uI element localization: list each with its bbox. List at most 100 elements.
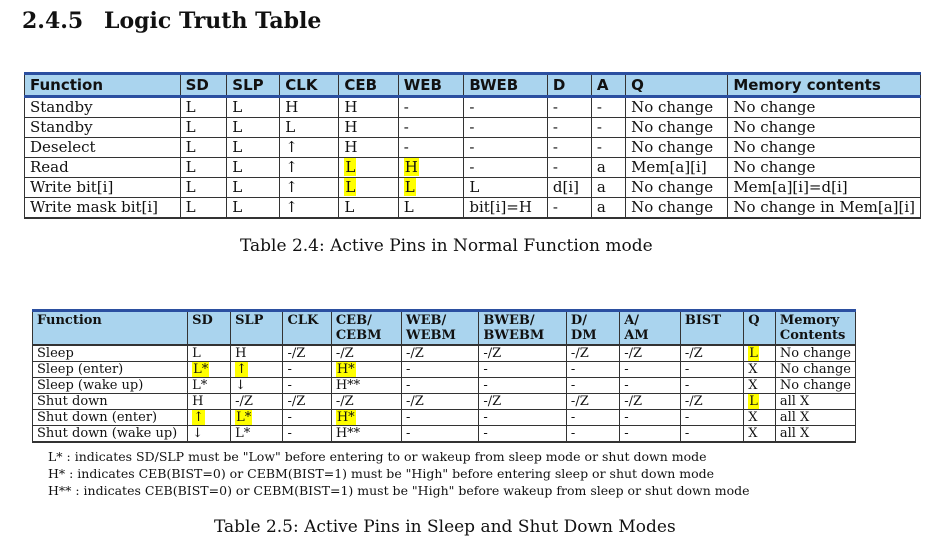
table-cell: L xyxy=(226,197,281,219)
table-cell: L xyxy=(397,197,465,219)
table-cell: a xyxy=(590,157,627,178)
column-header: CEB xyxy=(338,73,399,98)
table-cell: L xyxy=(397,177,465,198)
table-cell: L xyxy=(338,197,399,219)
table-cell: all X xyxy=(774,393,857,410)
table-cell: H** xyxy=(330,425,403,443)
table-cell: L xyxy=(463,177,548,198)
table-cell: - xyxy=(619,409,681,426)
column-header-line: Q xyxy=(748,313,760,328)
table-cell: No change xyxy=(774,361,857,378)
column-header-line: SLP xyxy=(235,313,264,328)
column-header: CLK xyxy=(279,73,340,98)
table-cell: a xyxy=(590,177,627,198)
table-cell: Deselect xyxy=(24,137,181,158)
table-cell: Write bit[i] xyxy=(24,177,181,198)
table-cell: - xyxy=(401,425,480,443)
table-cell: H xyxy=(187,393,232,410)
highlighted-value: L* xyxy=(192,362,210,377)
table-notes: L* : indicates SD/SLP must be "Low" befo… xyxy=(48,448,750,499)
column-header: D xyxy=(546,73,592,98)
table-cell: Read xyxy=(24,157,181,178)
column-header-line: WEB/ xyxy=(406,313,447,328)
table-cell: Standby xyxy=(24,117,181,138)
table-cell: L* xyxy=(230,425,284,443)
column-header: SLP xyxy=(230,310,284,346)
table-cell: L xyxy=(179,137,228,158)
table-cell: - xyxy=(463,137,548,158)
table-cell: ↑ xyxy=(279,197,340,219)
table-cell: L xyxy=(179,177,228,198)
table-row: Standby L L H H - - - - No change No change xyxy=(24,96,921,118)
table-cell: - xyxy=(619,377,681,394)
table-cell: - xyxy=(590,96,627,118)
table-cell: - xyxy=(590,117,627,138)
table-body: Standby L L H H - - - - No change No change Standby… xyxy=(24,96,921,219)
table-row: Deselect L L ↑ H - - - - No change No change xyxy=(24,137,921,158)
table-cell: - xyxy=(590,137,627,158)
table-cell: - xyxy=(565,425,621,443)
table-cell: L xyxy=(743,393,776,410)
table-cell: No change in Mem[a][i] xyxy=(727,197,921,219)
table-cell: - xyxy=(546,157,592,178)
table-cell: X xyxy=(743,409,776,426)
table-cell: H xyxy=(338,96,399,118)
table-cell: L xyxy=(226,137,281,158)
column-header: Memory Contents xyxy=(774,310,857,346)
table-caption: Table 2.5: Active Pins in Sleep and Shut… xyxy=(214,517,676,537)
table-cell: H xyxy=(279,96,340,118)
table-cell: No change xyxy=(727,137,921,158)
table-caption: Table 2.4: Active Pins in Normal Functio… xyxy=(240,236,653,256)
highlighted-value: L xyxy=(344,158,357,176)
table-cell: ↓ xyxy=(187,425,232,443)
table-cell: - xyxy=(397,96,465,118)
table-cell: - xyxy=(679,377,745,394)
table-cell: -/Z xyxy=(401,344,480,362)
column-header: BWEB xyxy=(463,73,548,98)
table-body: Sleep L H -/Z -/Z -/Z -/Z -/Z -/Z -/Z L No change Sl… xyxy=(31,344,857,443)
column-header: BIST xyxy=(679,310,745,346)
table-cell: L xyxy=(179,96,228,118)
table-header: Function SD SLP CLK CEB/CEBM WEB/WEBM BWEB/BWE… xyxy=(31,310,857,346)
table-cell: all X xyxy=(774,425,857,443)
column-header: A xyxy=(590,73,627,98)
table-cell: No change xyxy=(774,377,857,394)
table-cell: ↑ xyxy=(187,409,232,426)
table-cell: - xyxy=(282,361,332,378)
table-cell: - xyxy=(565,377,621,394)
column-header-line: CEB/ xyxy=(335,313,372,328)
table-cell: -/Z xyxy=(330,393,403,410)
column-header: Q xyxy=(743,310,776,346)
table-cell: -/Z xyxy=(565,344,621,362)
highlighted-value: L xyxy=(344,178,357,196)
highlighted-value: ↑ xyxy=(192,410,206,425)
note-line: L* : indicates SD/SLP must be "Low" befo… xyxy=(48,449,707,464)
table-cell: - xyxy=(478,361,567,378)
table-cell: Mem[a][i] xyxy=(625,157,729,178)
table-cell: -/Z xyxy=(282,393,332,410)
table-cell: L xyxy=(226,177,281,198)
table-cell: - xyxy=(478,425,567,443)
column-header: SLP xyxy=(226,73,281,98)
table-row: Sleep (wake up) L* ↓ - H** - - - - - X No change xyxy=(31,377,857,394)
column-header-line: BWEB/ xyxy=(483,313,535,328)
sleep-shutdown-table: Function SD SLP CLK CEB/CEBM WEB/WEBM BWEB/BWE… xyxy=(31,309,857,443)
table-row: Sleep L H -/Z -/Z -/Z -/Z -/Z -/Z -/Z L No change xyxy=(31,344,857,362)
column-header-line: SD xyxy=(192,313,213,328)
table-cell: -/Z xyxy=(565,393,621,410)
table-cell: -/Z xyxy=(478,344,567,362)
table-cell: ↑ xyxy=(279,157,340,178)
table-cell: -/Z xyxy=(619,344,681,362)
table-cell: -/Z xyxy=(619,393,681,410)
table-cell: X xyxy=(743,377,776,394)
table-cell: X xyxy=(743,361,776,378)
table-cell: - xyxy=(546,197,592,219)
table-cell: - xyxy=(619,425,681,443)
table-cell: -/Z xyxy=(230,393,284,410)
table-cell: - xyxy=(401,409,480,426)
table-cell: ↑ xyxy=(230,361,284,378)
table-cell: Sleep (enter) xyxy=(31,361,189,378)
